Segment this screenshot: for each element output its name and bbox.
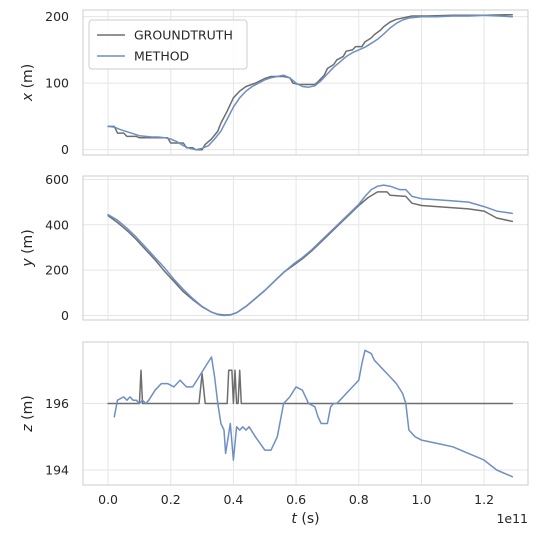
panel-x-ytick-label: 0: [61, 142, 69, 157]
panel-x-frame: [82, 9, 529, 156]
panel-y-ytick-label: 400: [45, 217, 69, 232]
panel-z-ylabel: z (m): [20, 395, 36, 432]
x-axis-offset-text: 1e11: [496, 511, 528, 526]
panel-y-ytick-label: 200: [45, 263, 69, 278]
panel-y-series-groundtruth: [107, 191, 514, 316]
panel-z: 194 196 z (m): [20, 341, 529, 486]
x-tick-label: 0.0: [98, 492, 118, 507]
panel-y-ytick-label: 600: [45, 172, 69, 187]
x-tick-label: 1.0: [412, 492, 432, 507]
panel-x-ylabel: x (m): [20, 64, 36, 102]
panel-y-ytick-label: 0: [61, 308, 69, 323]
panel-y-frame: [82, 175, 529, 321]
x-tick-label: 0.8: [349, 492, 369, 507]
legend-label-method: METHOD: [134, 49, 189, 64]
panel-z-series-groundtruth: [107, 369, 514, 405]
legend-label-groundtruth: GROUNDTRUTH: [134, 28, 233, 43]
x-tick-label: 0.6: [286, 492, 306, 507]
x-tick-label: 0.4: [223, 492, 243, 507]
panel-z-frame: [82, 341, 529, 486]
panel-z-ytick-label: 196: [45, 396, 69, 411]
panel-y: 0 200 400 600 y (m): [20, 172, 529, 323]
panel-y-ylabel: y (m): [20, 229, 36, 267]
panel-x: 0 100 200 x (m): [20, 9, 529, 157]
panel-z-ytick-label: 194: [45, 463, 69, 478]
x-tick-label: 0.2: [161, 492, 181, 507]
legend-box: [88, 19, 248, 70]
x-axis-label: t (s): [291, 511, 319, 527]
x-tick-label: 1.2: [474, 492, 494, 507]
legend: GROUNDTRUTH METHOD: [88, 19, 248, 70]
panel-y-series-method: [107, 184, 514, 317]
panel-z-series-method: [113, 349, 514, 478]
panel-x-ytick-label: 200: [45, 9, 69, 24]
panel-x-ytick-label: 100: [45, 76, 69, 91]
panel-x-series-method: [107, 14, 514, 151]
